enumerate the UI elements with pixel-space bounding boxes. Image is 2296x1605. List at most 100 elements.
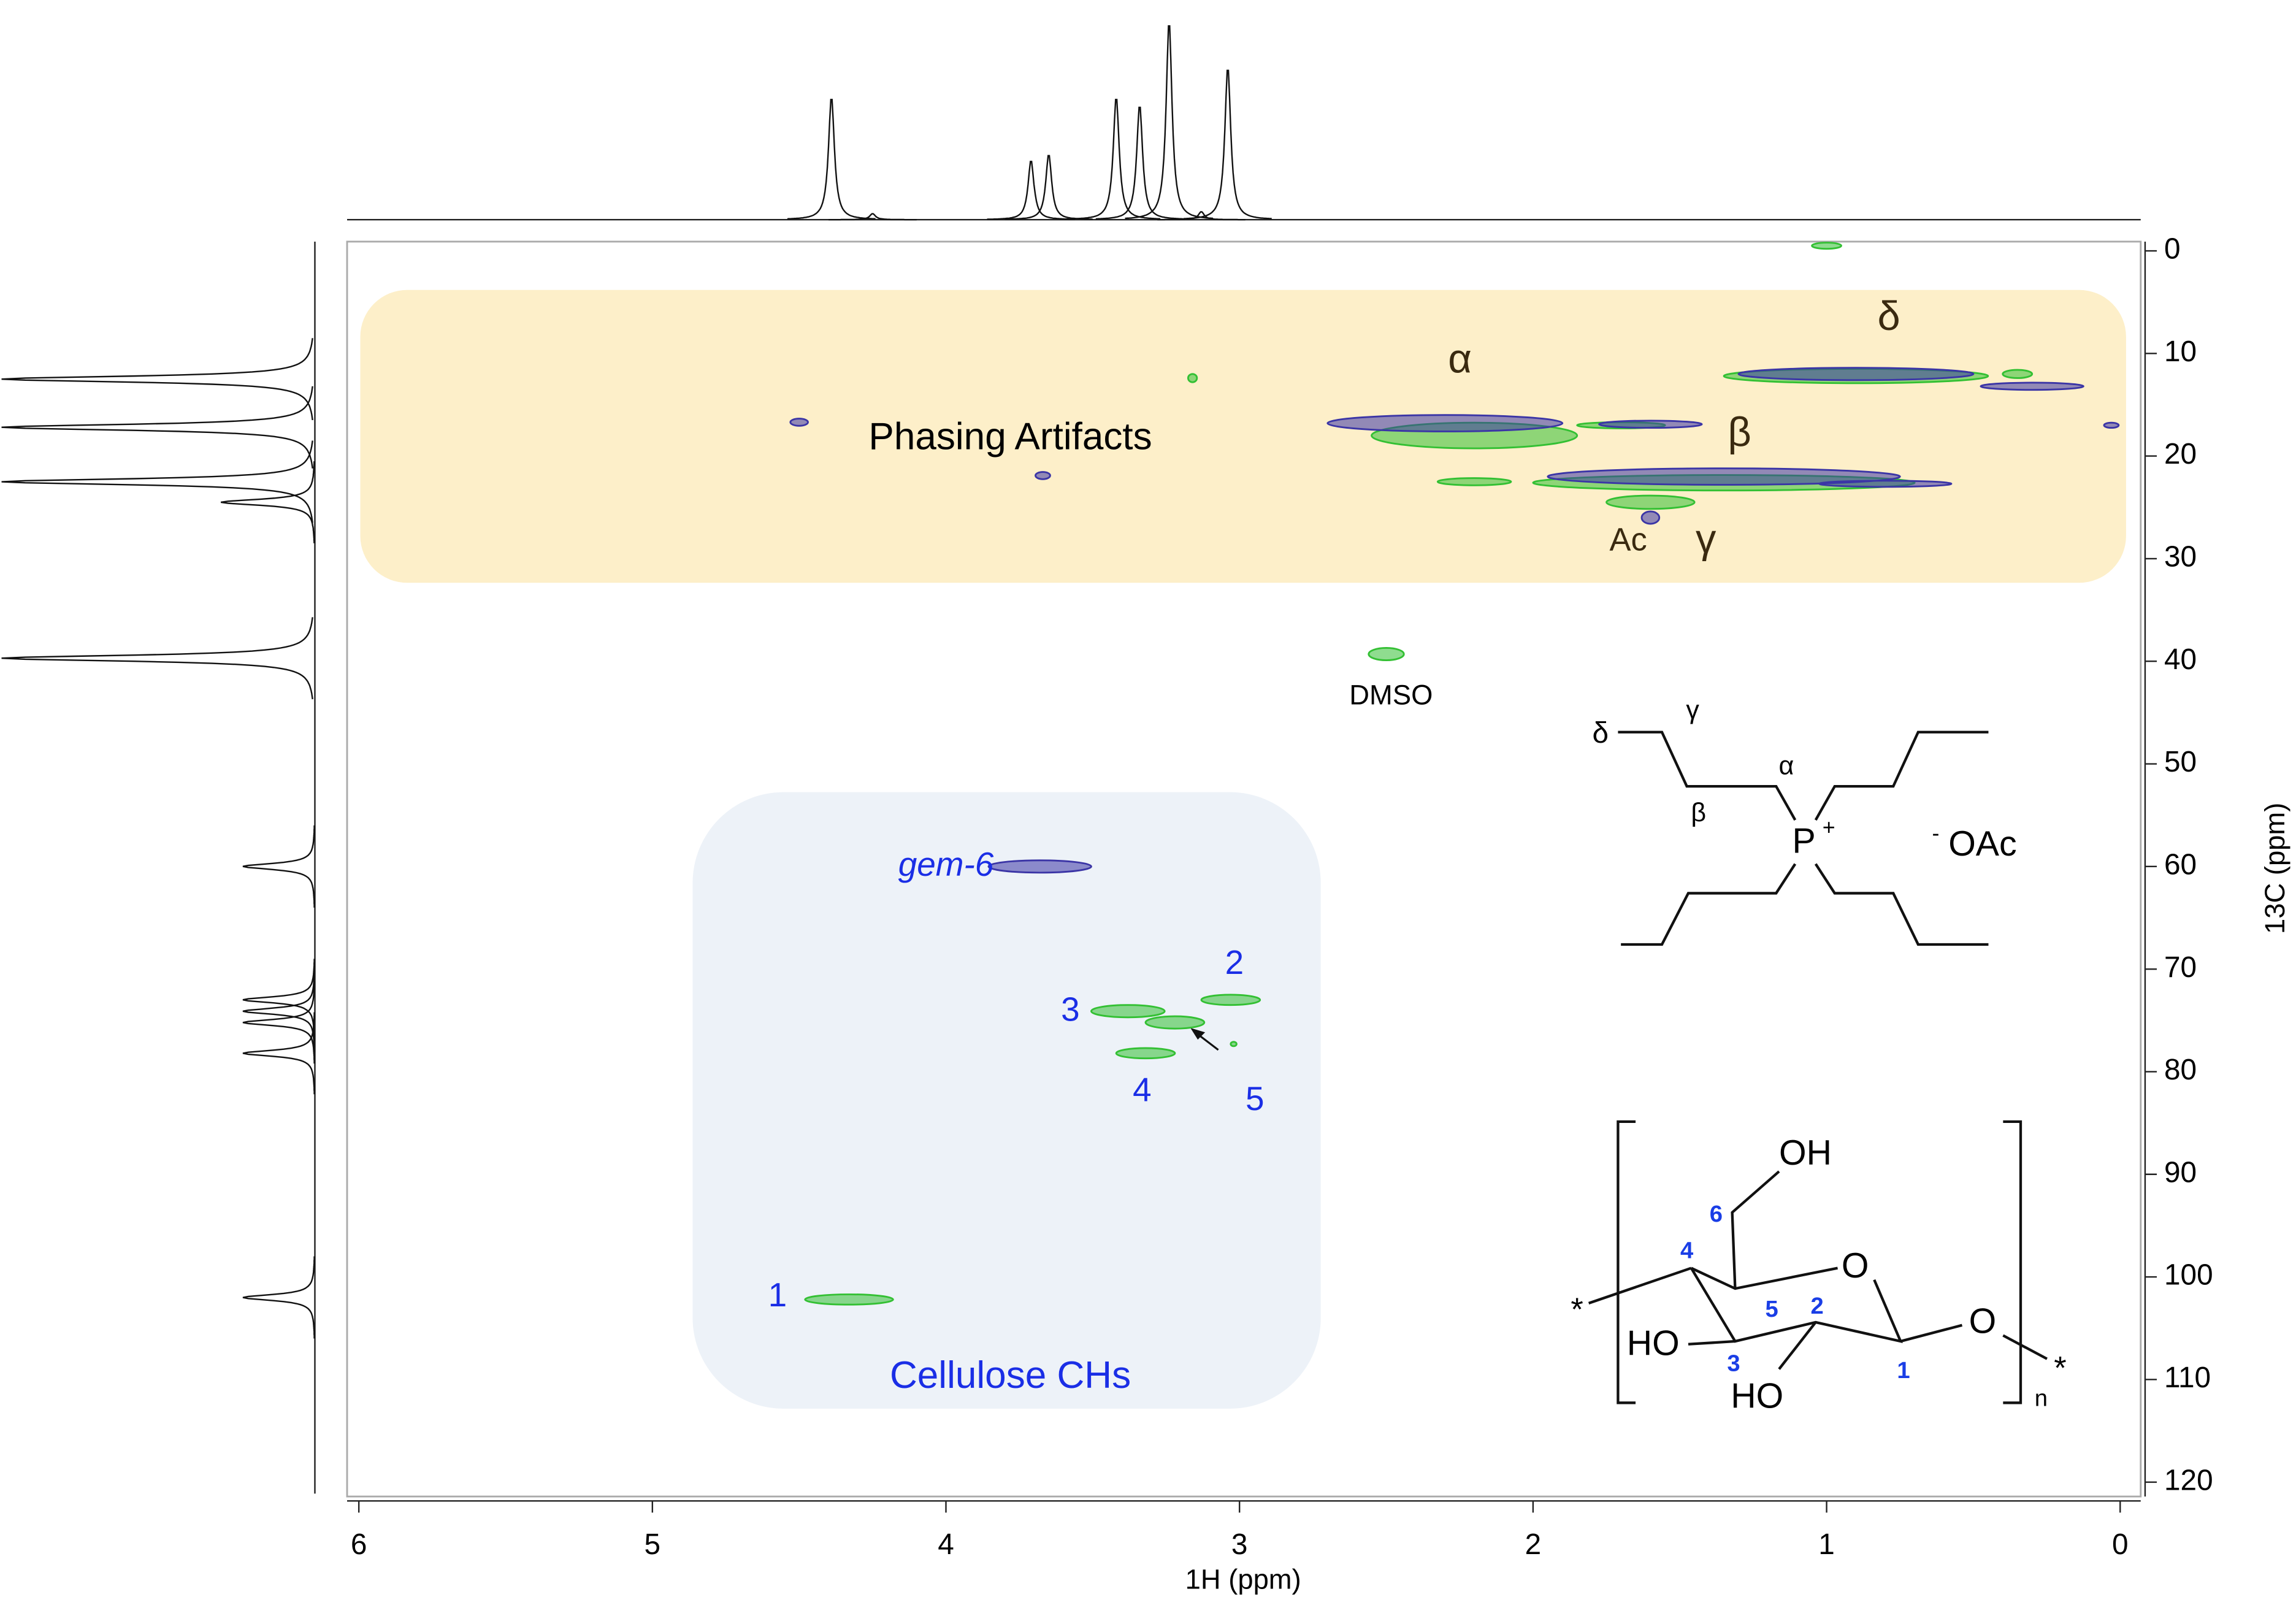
cross-peak <box>1144 1015 1206 1030</box>
star: * <box>1571 1292 1583 1328</box>
phosphonium-structure: δ γ α β P + - OAc <box>1592 695 2017 946</box>
c13-projection-peak <box>1 617 313 700</box>
y-tick-label: 40 <box>2164 643 2197 676</box>
cross-peak <box>1436 477 1512 486</box>
cross-peak <box>1737 367 1975 381</box>
carbon-number: 2 <box>1810 1293 1823 1319</box>
repeat-n: n <box>2035 1385 2048 1412</box>
cross-peak <box>1187 373 1198 383</box>
cross-peak <box>1326 414 1564 432</box>
peak-label: 1 <box>768 1276 787 1314</box>
cross-peak <box>1818 480 1953 488</box>
h1-projection-peak <box>828 213 917 221</box>
peak-label: gem-6 <box>898 845 994 883</box>
c13-projection-peak <box>1 386 313 469</box>
x-tick-label: 0 <box>2112 1528 2129 1561</box>
h1-projection-peak <box>1072 99 1161 220</box>
cross-peak <box>2002 369 2034 379</box>
label-delta: δ <box>1592 717 1609 749</box>
h1-projection-peak <box>1095 106 1184 220</box>
carbon-number: 6 <box>1710 1201 1723 1227</box>
label-gamma: γ <box>1686 695 1699 725</box>
y-tick-label: 70 <box>2164 951 2197 984</box>
cross-peak <box>987 859 1092 874</box>
cross-peak <box>1598 419 1703 429</box>
h1-projection-peak <box>1184 69 1272 220</box>
h1-projection-peak <box>987 161 1076 220</box>
acetate-label: Ac <box>1609 521 1647 557</box>
cross-peak <box>1368 647 1405 661</box>
plot-frame <box>346 240 2142 1498</box>
cross-peak <box>1811 242 1842 250</box>
peak-label: 2 <box>1225 943 1244 981</box>
cross-peak <box>1640 510 1661 525</box>
y-tick-label: 10 <box>2164 335 2197 368</box>
y-tick-label: 80 <box>2164 1054 2197 1086</box>
c13-projection-peak <box>242 1012 315 1095</box>
cross-peak <box>1090 1004 1166 1019</box>
y-tick-label: 90 <box>2164 1156 2197 1189</box>
y-tick-label: 110 <box>2164 1362 2211 1394</box>
c13-projection-peak <box>1 338 313 421</box>
label-alpha: α <box>1779 751 1794 780</box>
cross-peak <box>2103 421 2120 429</box>
greek-label: β <box>1728 409 1751 455</box>
y-tick-label: 50 <box>2164 746 2197 778</box>
x-tick-label: 2 <box>1525 1528 1542 1561</box>
peak-label: 5 <box>1246 1079 1265 1117</box>
h1-projection-peak <box>1005 155 1093 220</box>
y-tick-label: 20 <box>2164 438 2197 470</box>
atom-p: P <box>1793 821 1816 860</box>
cross-peak <box>1200 994 1261 1006</box>
anion-charge: - <box>1932 821 1940 845</box>
solvent-label: DMSO <box>1349 679 1433 710</box>
cellulose-region <box>692 792 1321 1409</box>
label-beta: β <box>1691 798 1706 827</box>
atom-ho: HO <box>1627 1323 1680 1363</box>
cross-peak <box>1230 1041 1238 1048</box>
cross-peak <box>1547 467 1901 486</box>
c13-projection-peak <box>242 981 315 1064</box>
region-label: Cellulose CHs <box>890 1354 1131 1396</box>
x-tick-label: 5 <box>645 1528 661 1561</box>
atom-o: O <box>1842 1246 1869 1285</box>
phasing-label: Phasing Artifacts <box>868 416 1152 458</box>
h1-projection-peak <box>787 99 876 220</box>
atom-ho: HO <box>1731 1376 1783 1415</box>
carbon-number: 3 <box>1727 1350 1740 1376</box>
atom-oh: OH <box>1779 1133 1832 1173</box>
x-tick-label: 6 <box>351 1528 367 1561</box>
arrow-head <box>1190 1028 1206 1040</box>
carbon-number: 4 <box>1680 1237 1694 1263</box>
x-tick-label: 3 <box>1231 1528 1248 1561</box>
c13-projection-peak <box>242 970 315 1052</box>
cellulose-structure: OH 6 4 5 2 3 1 O O HO HO * * n <box>1571 1120 2067 1415</box>
cross-peak <box>789 418 809 427</box>
c13-projection-peak <box>242 1256 315 1339</box>
x-tick-label: 1 <box>1818 1528 1835 1561</box>
star: * <box>2054 1350 2066 1387</box>
x-tick-label: 4 <box>938 1528 954 1561</box>
c13-projection-peak <box>221 461 315 543</box>
cross-peak <box>1980 381 2084 391</box>
carbon-number: 5 <box>1765 1296 1778 1322</box>
x-axis-label: 1H (ppm) <box>1185 1564 1301 1595</box>
y-tick-label: 60 <box>2164 848 2197 881</box>
anion: OAc <box>1948 824 2016 864</box>
c13-projection-peak <box>242 825 315 908</box>
y-tick-label: 100 <box>2164 1259 2213 1292</box>
greek-label: α <box>1448 335 1472 381</box>
h1-projection-peak <box>1157 211 1246 221</box>
cross-peak <box>1115 1047 1176 1060</box>
cross-peak <box>804 1293 894 1306</box>
cross-peak <box>1035 471 1051 480</box>
peak-label: 3 <box>1061 990 1080 1028</box>
artifact-region <box>360 289 2126 583</box>
atom-o: O <box>1969 1302 1997 1341</box>
charge: + <box>1823 815 1835 840</box>
greek-label: δ <box>1878 293 1900 339</box>
y-tick-label: 120 <box>2164 1464 2213 1496</box>
y-tick-label: 0 <box>2164 233 2181 266</box>
